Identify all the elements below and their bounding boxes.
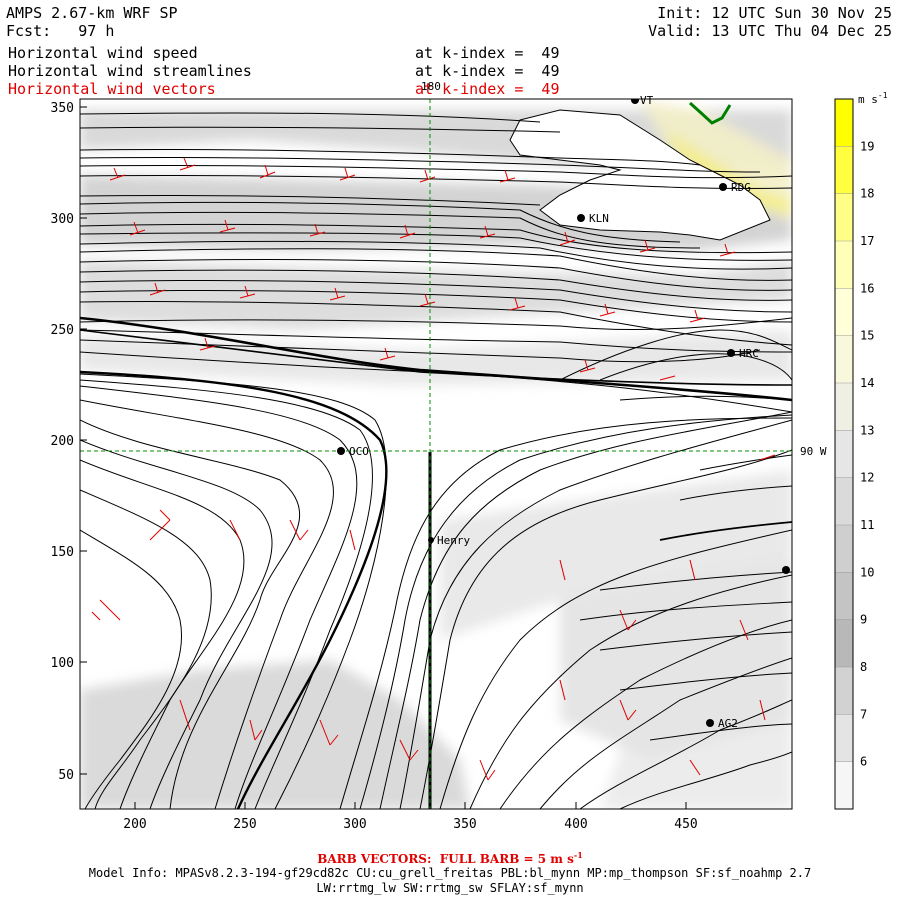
colorbar-label: 19 [860, 139, 874, 153]
parallel-label: 90 W [800, 445, 827, 458]
x-tick-label: 350 [453, 817, 476, 832]
colorbar-label: 10 [860, 565, 874, 579]
colorbar-label: 7 [860, 707, 867, 721]
station-label-vt: VT [640, 94, 654, 107]
colorbar-segment [835, 572, 853, 621]
colorbar-frame [834, 98, 854, 810]
wind-barbs [91, 157, 776, 781]
station-markers [337, 99, 790, 727]
colorbar-label: 15 [860, 329, 874, 343]
colorbar-segment [835, 525, 853, 573]
colorbar-segment [835, 288, 853, 337]
y-tick-label: 250 [51, 323, 74, 338]
colorbar-label: 12 [860, 471, 874, 485]
station-label-hrc: HRC [739, 347, 759, 360]
colorbar-label: 11 [860, 518, 874, 532]
field-level-streamlines: at k-index = 49 [415, 62, 560, 80]
field-label-vectors: Horizontal wind vectors [8, 80, 216, 98]
colorbar-label: 16 [860, 281, 874, 295]
x-tick-label: 200 [123, 817, 146, 832]
meridian-label: 180 [421, 80, 441, 93]
barb-legend: BARB VECTORS: FULL BARB = 5 m s-1 [317, 850, 583, 866]
colorbar-segment [835, 241, 853, 289]
colorbar-segment [835, 146, 853, 195]
colorbar-segment [835, 430, 853, 479]
field-level-vectors: at k-index = 49 [415, 80, 560, 98]
station-label-henry: Henry [437, 534, 470, 547]
colorbar-segment [835, 477, 853, 526]
colorbar-label: 8 [860, 660, 867, 674]
x-tick-label: 400 [564, 817, 587, 832]
forecast-hour: Fcst: 97 h [6, 22, 115, 40]
svg-text:m s-1: m s-1 [858, 91, 888, 106]
y-tick-label: 200 [51, 434, 74, 449]
station-label-kln: KLN [589, 212, 609, 225]
x-tick-label: 250 [233, 817, 256, 832]
model-title: AMPS 2.67-km WRF SP [6, 4, 178, 22]
station-label-ag2: AG2 [718, 717, 738, 730]
y-tick-label: 50 [58, 768, 74, 783]
colorbar-label: 17 [860, 234, 874, 248]
colorbar-label: 13 [860, 423, 874, 437]
colorbar-segment [835, 383, 853, 431]
y-tick-label: 100 [51, 656, 74, 671]
station-label-rdg: RDG [731, 181, 751, 194]
colorbar-label: 18 [860, 187, 874, 201]
y-tick-label: 150 [51, 545, 74, 560]
field-label-speed: Horizontal wind speed [8, 44, 198, 62]
colorbar-unit: m s [858, 93, 878, 106]
colorbar-segment [835, 335, 853, 384]
x-tick-label: 450 [674, 817, 697, 832]
y-tick-label: 300 [51, 212, 74, 227]
colorbar-segment [835, 619, 853, 668]
plot-area [80, 99, 792, 809]
plot-frame [79, 98, 793, 810]
colorbar-unit-exp: -1 [878, 91, 888, 100]
colorbar-segment [835, 667, 853, 715]
colorbar-label: 9 [860, 613, 867, 627]
colorbar-segment [835, 193, 853, 242]
colorbar-segment [835, 714, 853, 763]
valid-time: Valid: 13 UTC Thu 04 Dec 25 [648, 22, 892, 40]
field-label-streamlines: Horizontal wind streamlines [8, 62, 252, 80]
init-time: Init: 12 UTC Sun 30 Nov 25 [657, 4, 892, 22]
streamlines [80, 112, 792, 809]
physics-info: LW:rrtmg_lw SW:rrtmg_sw SFLAY:sf_mynn [316, 881, 584, 895]
field-level-speed: at k-index = 49 [415, 44, 560, 62]
colorbar-segment [835, 761, 853, 810]
station-label-oco: OCO [349, 445, 369, 458]
colorbar [835, 99, 853, 810]
colorbar-label: 6 [860, 755, 867, 769]
x-tick-label: 300 [343, 817, 366, 832]
colorbar-label: 14 [860, 376, 874, 390]
colorbar-segment [835, 99, 853, 147]
y-tick-label: 350 [51, 101, 74, 116]
model-info: Model Info: MPASv8.2.3-194-gf29cd82c CU:… [88, 866, 812, 880]
